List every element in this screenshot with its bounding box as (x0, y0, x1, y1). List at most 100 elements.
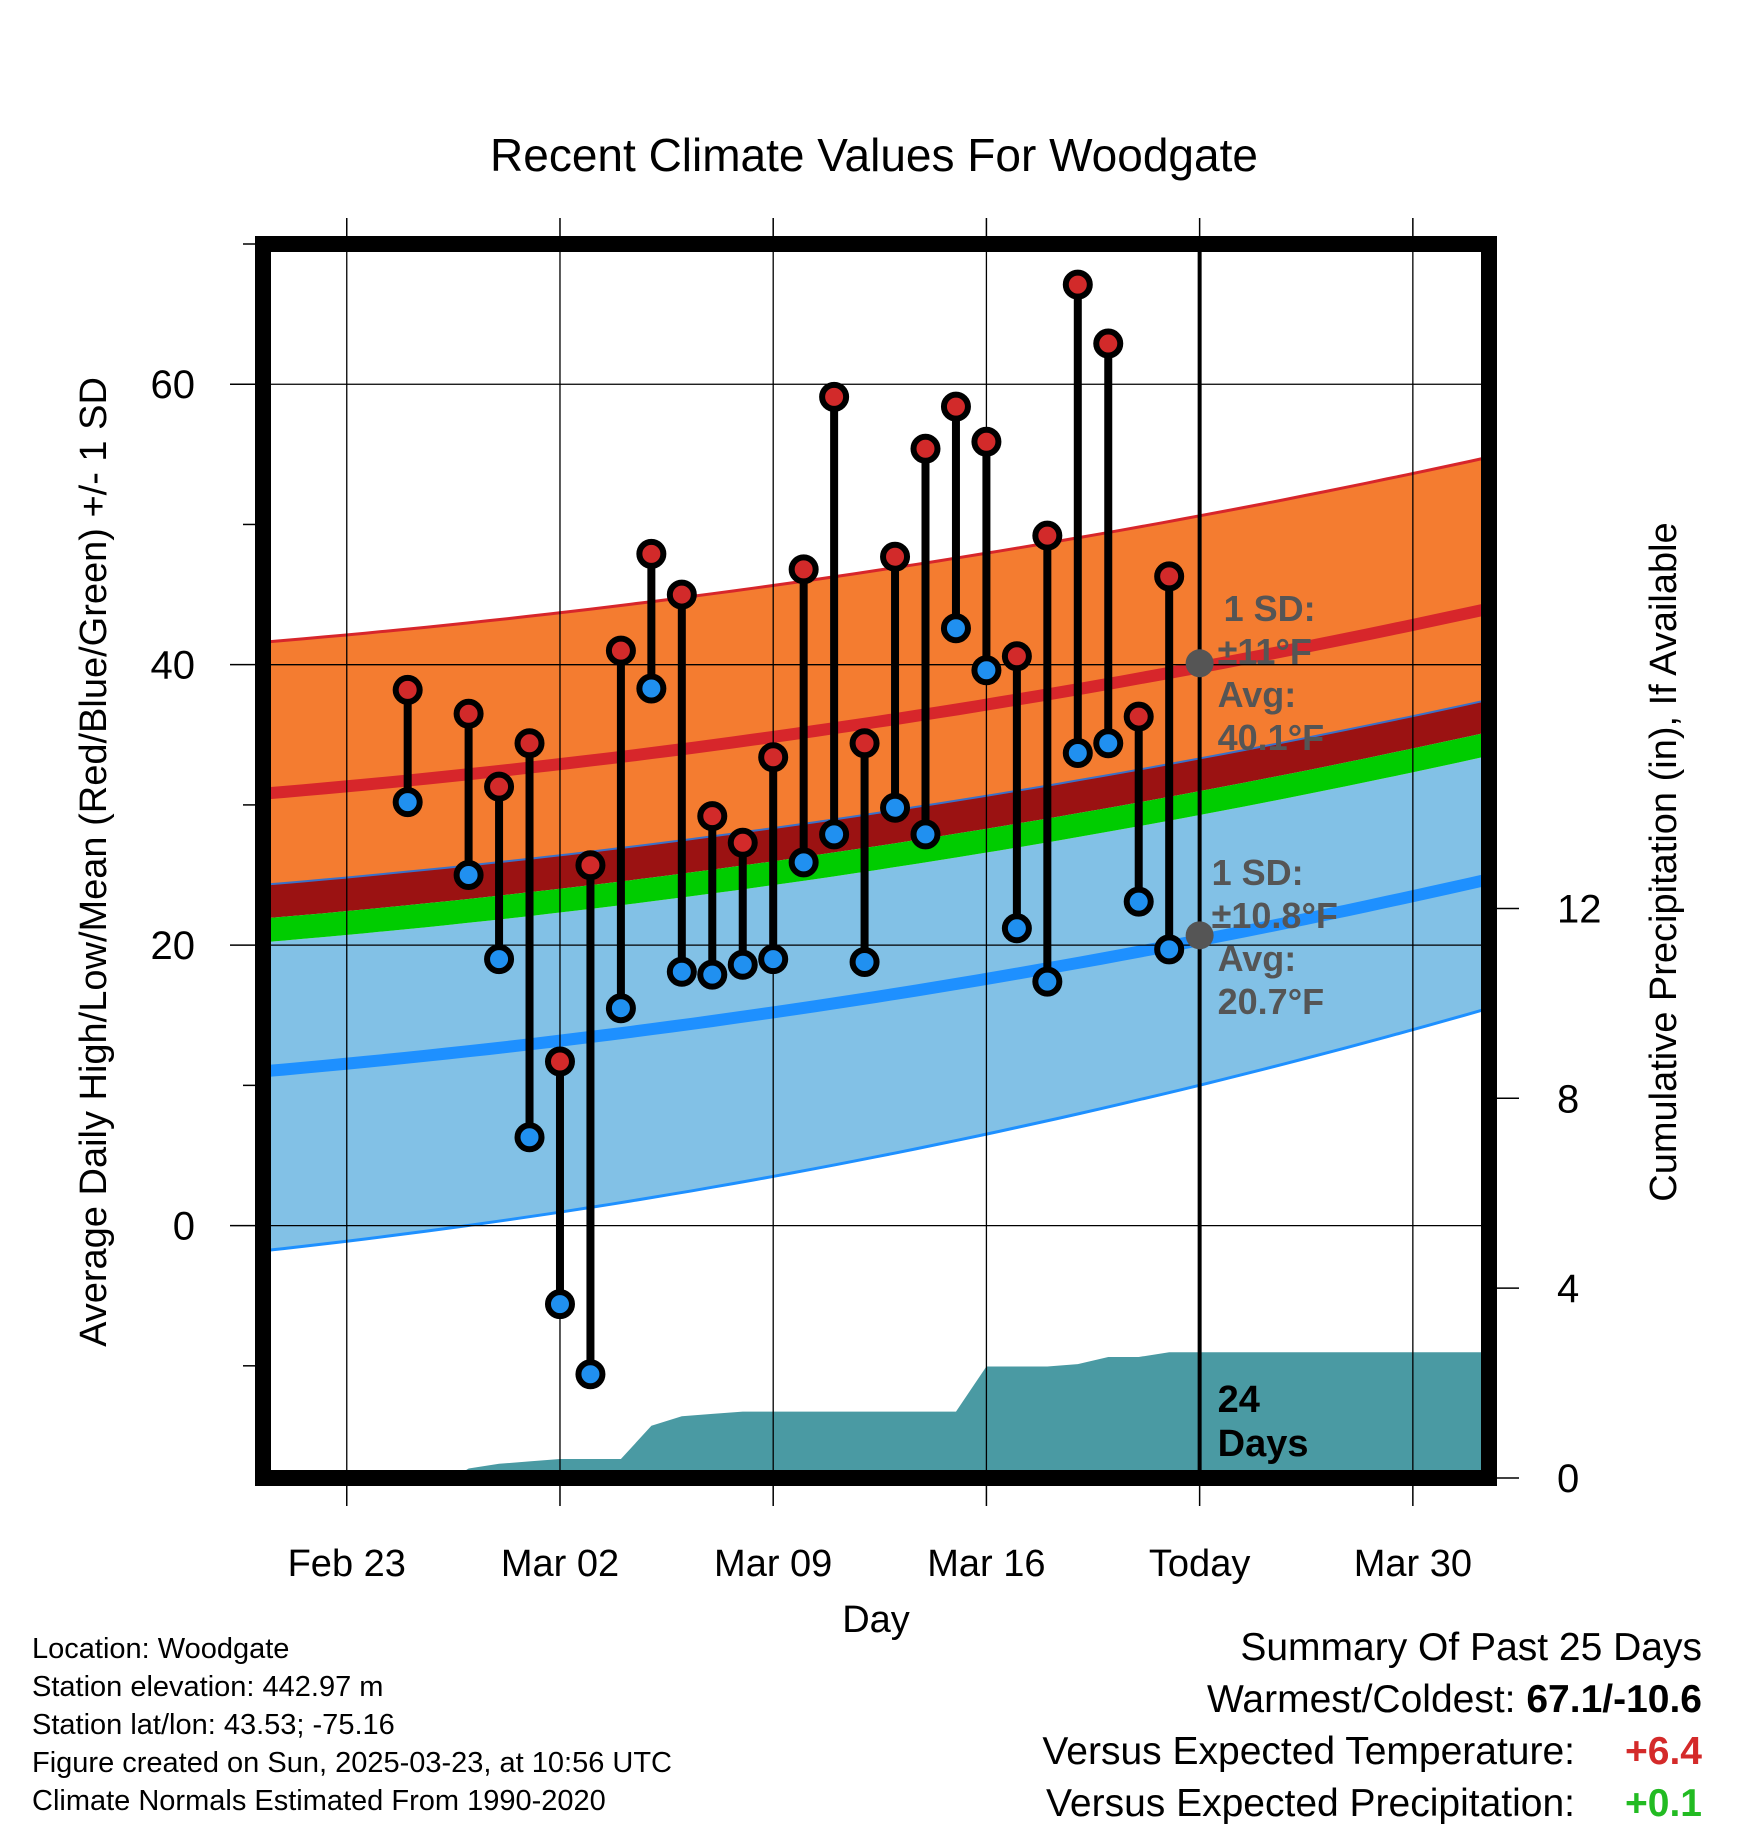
y-tick-label-left: 0 (173, 1205, 195, 1249)
daily-low-marker (636, 673, 667, 704)
daily-low-marker (605, 993, 636, 1024)
overlap-band (263, 699, 1489, 919)
low-avg-dot (1185, 921, 1214, 950)
daily-low-marker (1093, 728, 1124, 759)
high-sd-band (263, 457, 1489, 885)
y-tick-label-left: 20 (151, 924, 196, 968)
x-axis-label: Day (842, 1599, 910, 1641)
x-tick-label: Mar 09 (714, 1543, 832, 1585)
summary-precip: Versus Expected Precipitation: +0.1 (1042, 1778, 1702, 1830)
y-tick-label-right: 8 (1557, 1077, 1579, 1121)
daily-low-marker (453, 860, 484, 891)
daily-high-marker (514, 728, 545, 759)
warm-cold-label: Warmest/Coldest: (1207, 1678, 1516, 1721)
daily-low-marker (819, 819, 850, 850)
chart-title: Recent Climate Values For Woodgate (490, 129, 1258, 181)
created-text: Figure created on Sun, 2025-03-23, at 10… (32, 1747, 672, 1779)
y-tick-label-left: 40 (151, 644, 196, 688)
summary-temp: Versus Expected Temperature: +6.4 (1042, 1726, 1702, 1778)
location-text: Location: Woodgate (32, 1633, 290, 1665)
daily-low-marker (940, 613, 971, 644)
daily-high-marker (940, 391, 971, 422)
daily-high-marker (971, 426, 1002, 457)
days-count: 24 (1218, 1379, 1260, 1421)
daily-high-marker (1123, 701, 1154, 732)
precip-value: +0.1 (1625, 1782, 1702, 1825)
daily-low-marker (1123, 886, 1154, 917)
precip-area (453, 1352, 1489, 1478)
low-sd-value: ±10.8°F (1212, 895, 1338, 936)
temp-label: Versus Expected Temperature: (1042, 1730, 1575, 1773)
y-tick-label-right: 4 (1557, 1267, 1579, 1311)
x-tick-label: Feb 23 (288, 1543, 406, 1585)
low-sd-label: 1 SD: (1212, 852, 1304, 893)
daily-low-marker (788, 847, 819, 878)
daily-high-marker (666, 579, 697, 610)
summary-heading: Summary Of Past 25 Days (1240, 1626, 1702, 1669)
daily-low-marker (514, 1122, 545, 1153)
low-mean-line (263, 873, 1489, 1078)
daily-low-marker (575, 1359, 606, 1390)
daily-low-marker (910, 819, 941, 850)
high-avg-value: 40.1°F (1218, 717, 1324, 758)
daily-low-marker (880, 792, 911, 823)
daily-high-marker (697, 801, 728, 832)
precip-label: Versus Expected Precipitation: (1046, 1782, 1575, 1825)
daily-low-marker (1001, 913, 1032, 944)
daily-high-marker (1001, 641, 1032, 672)
x-tick-label: Mar 16 (927, 1543, 1045, 1585)
y-axis-label-left: Average Daily High/Low/Mean (Red/Blue/Gr… (73, 377, 115, 1347)
daily-high-marker (1062, 269, 1093, 300)
station-info: Location: Woodgate Station elevation: 44… (32, 1630, 672, 1820)
high-avg-dot (1185, 649, 1214, 678)
elevation-text: Station elevation: 442.97 m (32, 1671, 384, 1703)
y-tick-label-right: 0 (1557, 1457, 1579, 1501)
daily-high-marker (880, 541, 911, 572)
high-avg-label: Avg: (1218, 674, 1297, 715)
high-sd-value: ±11°F (1218, 631, 1312, 672)
daily-high-marker (1032, 520, 1063, 551)
daily-high-marker (819, 381, 850, 412)
daily-low-marker (484, 944, 515, 975)
daily-high-marker (849, 728, 880, 759)
daily-high-marker (727, 827, 758, 858)
temp-value: +6.4 (1625, 1730, 1702, 1773)
daily-high-marker (1154, 561, 1185, 592)
y-tick-label-left: 60 (151, 363, 196, 407)
daily-low-marker (971, 655, 1002, 686)
daily-high-marker (636, 538, 667, 569)
daily-low-marker (758, 944, 789, 975)
daily-high-marker (392, 674, 423, 705)
latlon-text: Station lat/lon: 43.53; -75.16 (32, 1709, 395, 1741)
daily-high-marker (758, 742, 789, 773)
daily-low-marker (1154, 934, 1185, 965)
daily-low-marker (544, 1289, 575, 1320)
daily-low-marker (666, 956, 697, 987)
daily-high-marker (544, 1046, 575, 1077)
high-sd-upper-line (263, 455, 1489, 644)
daily-high-marker (605, 635, 636, 666)
daily-high-marker (575, 850, 606, 881)
daily-low-marker (392, 787, 423, 818)
x-tick-label: Mar 30 (1354, 1543, 1472, 1585)
mean-band (263, 732, 1489, 943)
daily-low-marker (697, 959, 728, 990)
daily-high-marker (484, 771, 515, 802)
low-avg-value: 20.7°F (1218, 981, 1324, 1022)
daily-low-marker (1062, 738, 1093, 769)
daily-low-marker (727, 949, 758, 980)
y-axis-label-right: Cumulative Precipitation (in), If Availa… (1643, 522, 1685, 1201)
summary-warm-cold: Warmest/Coldest: 67.1/-10.6 (1042, 1674, 1702, 1726)
x-tick-label: Today (1149, 1543, 1250, 1585)
daily-high-marker (453, 698, 484, 729)
daily-high-marker (1093, 328, 1124, 359)
days-word: Days (1218, 1423, 1309, 1465)
x-tick-label: Mar 02 (501, 1543, 619, 1585)
plot-frame (255, 236, 1497, 1486)
low-sd-band (263, 755, 1489, 1251)
high-sd-label: 1 SD: (1224, 588, 1316, 629)
warm-cold-value: 67.1/-10.6 (1526, 1678, 1702, 1721)
daily-low-marker (1032, 966, 1063, 997)
